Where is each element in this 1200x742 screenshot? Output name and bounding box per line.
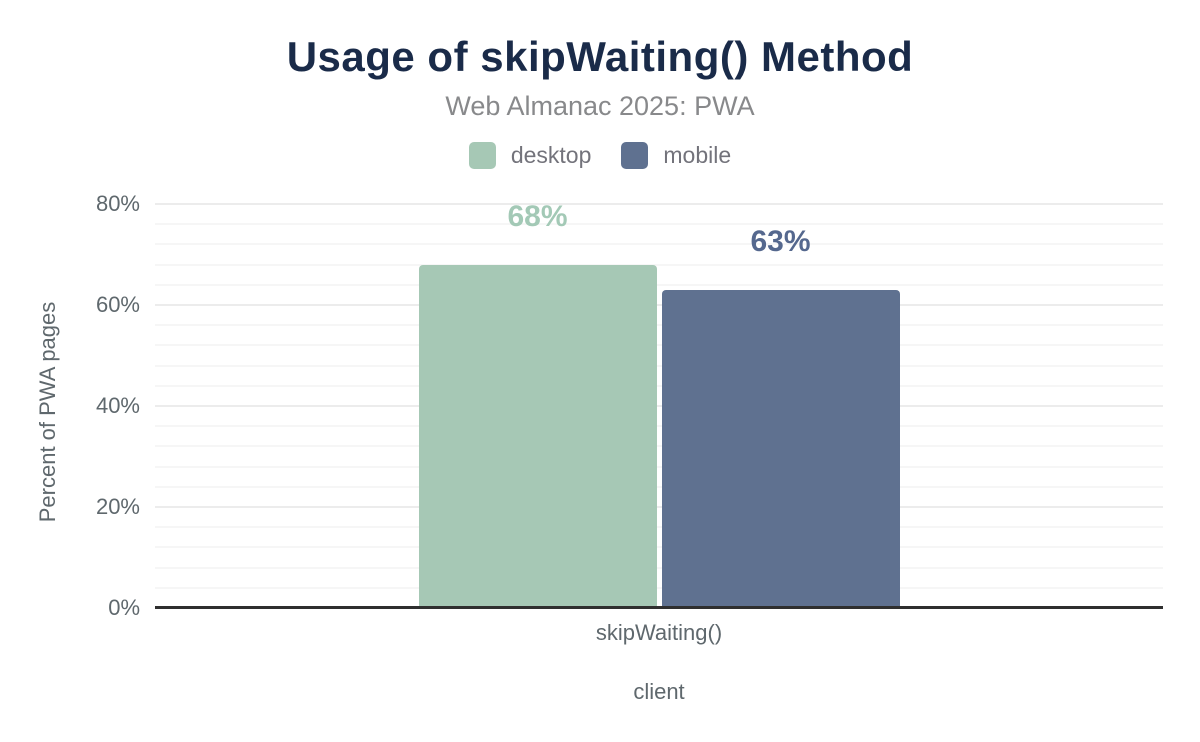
desktop-series-swatch-icon — [468, 142, 496, 169]
minor-gridline — [155, 465, 1163, 468]
legend-item-mobile[interactable]: mobile — [621, 142, 731, 169]
minor-gridline — [155, 324, 1163, 327]
legend-label-desktop: desktop — [510, 142, 592, 168]
chart-title: Usage of skipWaiting() Method — [286, 33, 914, 80]
x-axis-title: client — [633, 679, 685, 704]
minor-gridline — [155, 546, 1163, 549]
minor-gridline — [155, 243, 1163, 246]
bar-mobile[interactable] — [661, 290, 900, 608]
minor-gridline — [155, 263, 1163, 266]
y-tick-label: 20% — [95, 494, 140, 519]
x-axis-line — [155, 606, 1163, 609]
y-tick-label: 80% — [95, 191, 140, 216]
x-tick-label: skipWaiting() — [595, 620, 723, 645]
minor-gridline — [155, 485, 1163, 488]
minor-gridline — [155, 586, 1163, 589]
minor-gridline — [155, 283, 1163, 286]
minor-gridline — [155, 566, 1163, 569]
legend: desktop mobile — [0, 142, 1200, 169]
data-label-mobile: 63% — [750, 225, 811, 258]
legend-item-desktop[interactable]: desktop — [468, 142, 592, 169]
bar-desktop[interactable] — [418, 265, 657, 608]
minor-gridline — [155, 445, 1163, 448]
major-gridline — [155, 405, 1163, 407]
minor-gridline — [155, 384, 1163, 387]
y-tick-label: 60% — [95, 292, 140, 317]
legend-label-mobile: mobile — [663, 142, 732, 168]
mobile-series-swatch-icon — [621, 142, 649, 169]
minor-gridline — [155, 364, 1163, 367]
y-tick-label: 40% — [95, 393, 140, 418]
data-label-desktop: 68% — [507, 200, 568, 233]
minor-gridline — [155, 526, 1163, 529]
minor-gridline — [155, 223, 1163, 226]
y-tick-label: 0% — [108, 595, 140, 620]
minor-gridline — [155, 425, 1163, 428]
major-gridline — [155, 304, 1163, 306]
major-gridline — [155, 203, 1163, 205]
chart-subtitle: Web Almanac 2025: PWA — [445, 91, 755, 121]
plot-area: 68% 63% — [155, 200, 1163, 608]
major-gridline — [155, 506, 1163, 508]
minor-gridline — [155, 344, 1163, 347]
